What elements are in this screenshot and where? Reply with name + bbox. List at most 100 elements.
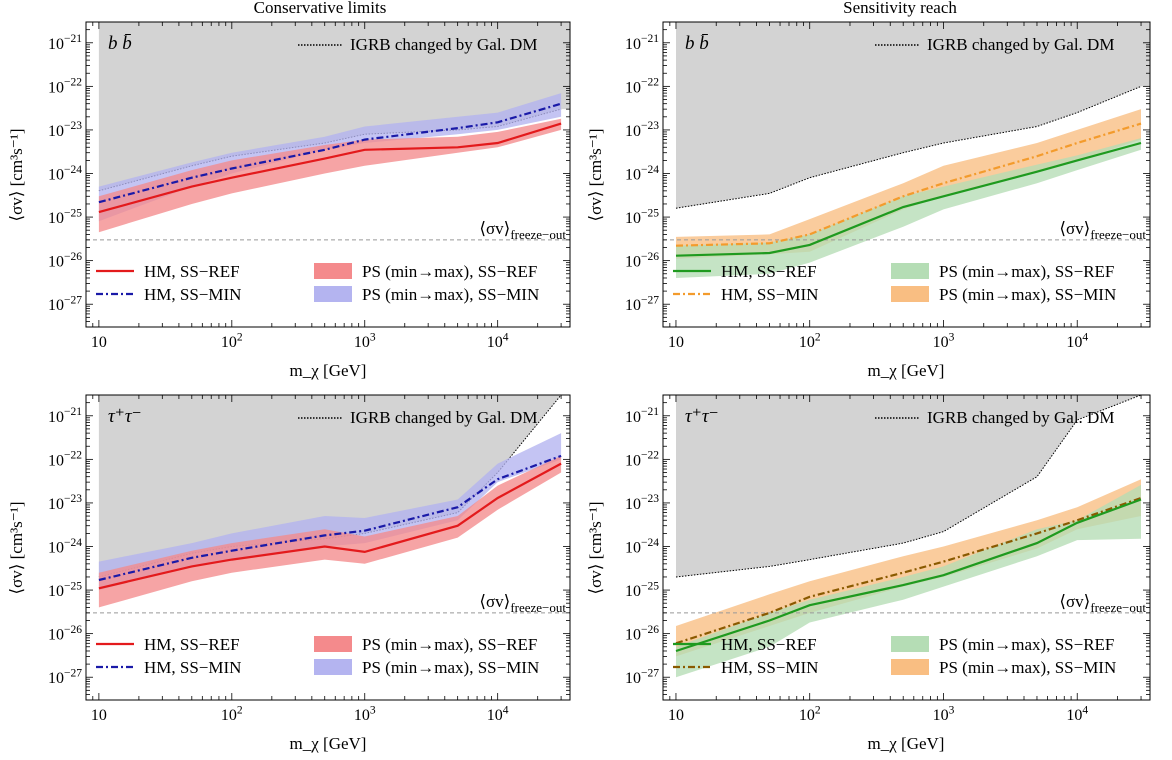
legend-band-swatch: [314, 263, 352, 279]
y-tick-label: 10−26: [625, 624, 659, 644]
x-tick-label: 102: [221, 704, 243, 724]
ylabel: ⟨σv⟩ [cm³s⁻¹]: [586, 128, 605, 221]
y-tick-label: 10−25: [48, 207, 82, 227]
y-tick-label: 10−26: [625, 251, 659, 271]
legend-band-label: PS (min→max), SS−MIN: [362, 285, 539, 304]
legend-band-swatch: [891, 659, 929, 675]
plot-frame: [662, 394, 1151, 701]
plot-frame: [85, 394, 571, 701]
y-tick-label: 10−27: [625, 667, 659, 687]
y-tick-label: 10−27: [48, 667, 82, 687]
legend-band-label: PS (min→max), SS−MIN: [939, 285, 1116, 304]
x-tick-label: 103: [933, 331, 955, 351]
x-tick-label: 104: [1066, 704, 1088, 724]
xlabel: m_χ [GeV]: [868, 361, 945, 380]
igrb-legend-label: IGRB changed by Gal. DM: [927, 35, 1114, 54]
y-tick-label: 10−22: [48, 450, 82, 470]
x-tick-label: 103: [354, 704, 376, 724]
ylabel: ⟨σv⟩ [cm³s⁻¹]: [586, 501, 605, 594]
igrb-region: [98, 395, 570, 577]
band-hm-ss-min: [98, 93, 562, 222]
legend-band-label: PS (min→max), SS−REF: [939, 262, 1114, 281]
legend-band-label: PS (min→max), SS−MIN: [939, 658, 1116, 677]
x-tick-label: 104: [487, 704, 509, 724]
y-tick-label: 10−23: [625, 120, 659, 140]
legend-band-swatch: [891, 286, 929, 302]
y-tick-label: 10−27: [48, 294, 82, 314]
y-tick-label: 10−25: [625, 207, 659, 227]
plot-frame: [85, 21, 571, 328]
igrb-legend-label: IGRB changed by Gal. DM: [350, 35, 537, 54]
y-tick-label: 10−27: [625, 294, 659, 314]
y-tick-label: 10−23: [48, 493, 82, 513]
x-tick-label: 102: [799, 331, 821, 351]
legend-band-swatch: [314, 636, 352, 652]
legend-band-label: PS (min→max), SS−MIN: [362, 658, 539, 677]
band-hm-ss-min: [676, 109, 1141, 259]
panel-bb-conservative: ⟨σv⟩ [cm³s⁻¹] m_χ [GeV] 10 102 103 104 10−27…: [7, 21, 571, 380]
plot-area: [86, 395, 570, 614]
legend-band-label: PS (min→max), SS−REF: [362, 262, 537, 281]
legend-band-swatch: [891, 636, 929, 652]
y-tick-label: 10−21: [625, 406, 659, 426]
legend-line-label: HM, SS−REF: [721, 262, 817, 281]
panel-title-left: Conservative limits: [254, 0, 387, 17]
y-tick-label: 10−24: [625, 164, 659, 184]
channel-label: b b̄: [685, 33, 709, 54]
x-tick-label: 10: [91, 707, 107, 724]
y-tick-label: 10−24: [48, 537, 82, 557]
x-tick-label: 10: [91, 334, 107, 351]
legend-band-swatch: [314, 659, 352, 675]
plot-area: [86, 22, 570, 241]
y-tick-label: 10−25: [48, 580, 82, 600]
igrb-boundary: [675, 395, 1142, 578]
panel-tautau-conservative: ⟨σv⟩ [cm³s⁻¹] m_χ [GeV] 10 102 103 104 10−27…: [7, 394, 571, 753]
legend-band-label: PS (min→max), SS−REF: [362, 635, 537, 654]
line-hm-ss-ref: [675, 498, 1142, 653]
plot-frame: [662, 21, 1151, 328]
plot-area: [663, 22, 1150, 278]
ylabel: ⟨σv⟩ [cm³s⁻¹]: [7, 128, 26, 221]
line-hm-ss-min: [98, 454, 562, 582]
legend-line-label: HM, SS−MIN: [721, 285, 818, 304]
xlabel: m_χ [GeV]: [290, 361, 367, 380]
legend-band-label: PS (min→max), SS−REF: [939, 635, 1114, 654]
igrb-region: [98, 22, 570, 191]
x-tick-label: 102: [221, 331, 243, 351]
legend-band-swatch: [314, 286, 352, 302]
igrb-legend-label: IGRB changed by Gal. DM: [350, 408, 537, 427]
channel-label: b b̄: [108, 33, 132, 54]
igrb-region: [676, 22, 1150, 209]
legend-line-label: HM, SS−MIN: [721, 658, 818, 677]
line-hm-ss-ref: [675, 141, 1142, 257]
band-hm-ss-ref: [676, 138, 1141, 278]
line-hm-ss-ref: [98, 462, 562, 590]
line-hm-ss-min: [98, 102, 562, 204]
band-hm-ss-ref: [676, 484, 1141, 678]
igrb-region: [676, 395, 1150, 577]
igrb-legend-label: IGRB changed by Gal. DM: [927, 408, 1114, 427]
freeze-out-label: ⟨σv⟩freeze−out: [1059, 592, 1146, 615]
x-tick-label: 104: [1066, 331, 1088, 351]
xlabel: m_χ [GeV]: [868, 734, 945, 753]
igrb-boundary: [675, 85, 1142, 209]
legend-line-label: HM, SS−REF: [144, 635, 240, 654]
freeze-out-label: ⟨σv⟩freeze−out: [1059, 219, 1146, 242]
legend-line-label: HM, SS−MIN: [144, 285, 241, 304]
y-tick-label: 10−25: [625, 580, 659, 600]
legend-line-label: HM, SS−REF: [144, 262, 240, 281]
panel-title-right: Sensitivity reach: [843, 0, 957, 17]
y-tick-label: 10−23: [625, 493, 659, 513]
freeze-out-label: ⟨σv⟩freeze−out: [479, 219, 566, 242]
y-tick-label: 10−23: [48, 120, 82, 140]
legend-line-label: HM, SS−REF: [721, 635, 817, 654]
y-tick-label: 10−21: [48, 33, 82, 53]
y-tick-label: 10−24: [48, 164, 82, 184]
y-tick-label: 10−22: [48, 77, 82, 97]
legend-line-label: HM, SS−MIN: [144, 658, 241, 677]
channel-label: τ⁺τ⁻: [685, 406, 719, 427]
plot-area: [663, 395, 1150, 678]
panel-tautau-sensitivity: ⟨σv⟩ [cm³s⁻¹] m_χ [GeV] 10 102 103 104 10−27…: [586, 394, 1151, 753]
panel-bb-sensitivity: ⟨σv⟩ [cm³s⁻¹] m_χ [GeV] 10 102 103 104 10−27…: [586, 21, 1151, 380]
